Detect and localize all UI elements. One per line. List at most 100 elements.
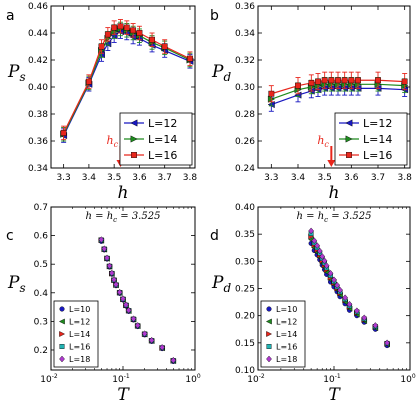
legend-label: L=18 — [69, 355, 90, 364]
data-point — [328, 77, 335, 84]
data-point — [60, 129, 67, 136]
x-tick-exponent: -2 — [259, 373, 265, 380]
x-tick-label: 10-2 — [40, 373, 58, 385]
series-L=16 — [268, 71, 408, 103]
data-point — [295, 82, 301, 89]
data-point — [104, 31, 111, 38]
x-tick-exponent: -1 — [335, 373, 341, 380]
data-point — [98, 43, 105, 50]
legend-marker — [59, 306, 65, 312]
annotation-main: h = h — [86, 211, 114, 222]
data-point — [125, 306, 132, 314]
data-point — [134, 322, 141, 329]
series-L=10 — [98, 238, 176, 364]
legend-label: L=16 — [363, 149, 392, 162]
y-tick-label: 0.35 — [235, 230, 255, 240]
data-point — [361, 314, 368, 322]
data-point — [315, 78, 321, 85]
series-L=16 — [98, 237, 176, 363]
y-tick-label: 0.24 — [235, 164, 255, 174]
legend: L=12 L=14 L=16 — [119, 112, 193, 166]
data-point — [120, 295, 126, 303]
hc-label: hc — [317, 134, 329, 149]
data-point — [141, 330, 148, 337]
y-axis-label-sub: d — [223, 281, 231, 295]
legend: L=10 L=12 L=14 L=16 L=18 — [260, 300, 306, 368]
x-tick-label: 3.5 — [107, 173, 121, 183]
legend-marker — [266, 306, 272, 312]
data-point — [108, 269, 115, 277]
x-tick-base: 10 — [247, 375, 259, 385]
y-tick-label: 0.6 — [34, 232, 49, 242]
x-tick-base: 10 — [185, 375, 197, 385]
data-point — [323, 262, 330, 269]
hc-label-main: h — [317, 134, 324, 147]
data-point — [372, 322, 379, 329]
data-point — [149, 36, 155, 43]
y-tick-label: 0.36 — [28, 137, 48, 147]
data-point — [161, 43, 168, 50]
x-tick-label: 3.5 — [318, 173, 332, 183]
annotation-value: = 3.525 — [328, 211, 371, 222]
data-point — [316, 247, 323, 255]
x-axis-label: T — [117, 385, 130, 405]
data-point — [136, 30, 143, 36]
legend-label: L=10 — [276, 305, 297, 314]
x-tick-label: 3.7 — [158, 173, 172, 183]
y-tick-label: 0.25 — [235, 285, 255, 295]
legend-marker — [59, 331, 66, 337]
legend-marker — [58, 318, 65, 325]
y-tick-label: 0.30 — [235, 257, 255, 267]
y-tick-label: 0.5 — [34, 260, 48, 270]
annotation-main: h = h — [297, 211, 325, 222]
data-point — [113, 281, 119, 288]
legend-label: L=14 — [69, 330, 90, 339]
y-tick-label: 0.2 — [34, 346, 48, 356]
legend-marker — [59, 355, 65, 363]
legend-label: L=14 — [276, 330, 297, 339]
data-point — [346, 300, 353, 308]
data-point — [319, 253, 326, 260]
legend-marker — [131, 152, 137, 158]
x-tick-label: 3.7 — [371, 173, 385, 183]
data-point — [337, 286, 343, 294]
data-point — [342, 294, 348, 302]
data-point — [334, 281, 341, 289]
data-point — [187, 55, 193, 62]
y-axis-label-main: P — [7, 62, 20, 82]
panel-letter: c — [6, 228, 14, 244]
legend-label: L=16 — [276, 343, 297, 352]
hc-arrow-head — [327, 160, 336, 167]
x-tick-base: 10 — [112, 375, 124, 385]
y-axis-label: Pd — [211, 62, 231, 84]
y-axis-label-main: P — [211, 273, 224, 293]
data-point — [354, 307, 360, 315]
y-axis-label-main: P — [211, 62, 224, 82]
legend-marker — [130, 135, 138, 143]
legend: L=12 L=14 L=16 — [334, 112, 408, 166]
panel-letter: d — [210, 228, 219, 244]
x-tick-label: 10-2 — [247, 373, 265, 385]
data-point — [98, 236, 105, 243]
legend-label: L=12 — [276, 318, 297, 327]
series-L=18 — [98, 236, 177, 364]
y-axis-label-sub: d — [223, 70, 231, 84]
x-tick-label: 100 — [185, 373, 200, 385]
data-point — [401, 78, 408, 85]
y-tick-label: 0.38 — [28, 110, 48, 120]
data-point — [148, 336, 155, 344]
y-tick-label: 0.20 — [235, 312, 255, 322]
annotation-value: = 3.525 — [117, 211, 160, 222]
y-tick-label: 0.3 — [34, 317, 48, 327]
annotation: h = hc = 3.525 — [86, 211, 161, 224]
x-tick-base: 10 — [323, 375, 335, 385]
series-L=14 — [98, 237, 177, 364]
y-axis-label: Ps — [7, 273, 26, 295]
data-point — [170, 356, 177, 364]
data-point — [311, 237, 318, 244]
data-point — [106, 262, 113, 270]
data-point — [321, 257, 328, 265]
y-tick-label: 0.10 — [235, 366, 255, 376]
